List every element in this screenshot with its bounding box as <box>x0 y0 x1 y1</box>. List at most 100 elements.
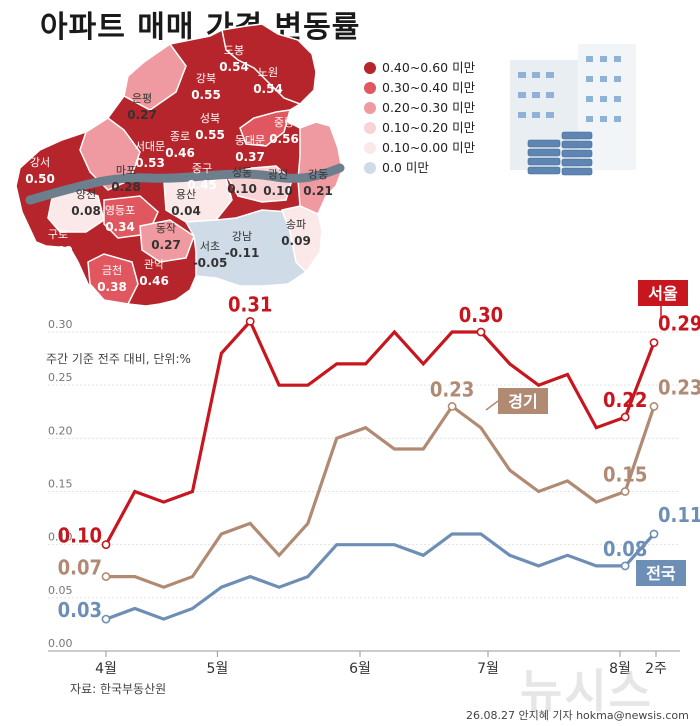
data-point-marker <box>447 402 457 411</box>
series-line-2 <box>105 532 656 621</box>
district-value: 0.27 <box>151 238 181 252</box>
y-tick-label: 0.10 <box>48 531 73 544</box>
data-point-marker <box>649 338 659 348</box>
legend-item: 0.30~0.40 미만 <box>364 78 475 98</box>
source-note: 자료: 한국부동산원 <box>70 682 167 696</box>
district-value: -0.11 <box>225 246 260 260</box>
x-tick-label: 5월 <box>206 661 228 677</box>
x-tick-label: 8월 <box>609 661 631 677</box>
chart-data-labels: 0.10 0.31 0.30 0.22 0.29 0.07 0.23 0.15 0.23 0.03… <box>58 280 700 622</box>
district-name: 강북 <box>196 72 216 85</box>
district-name: 금천 <box>102 263 122 277</box>
district-value: -0.05 <box>193 256 228 270</box>
data-point-marker <box>649 529 659 539</box>
district-name: 성북 <box>200 112 220 125</box>
district-value: 0.34 <box>105 220 135 234</box>
district-value: 0.55 <box>191 88 221 102</box>
legend-swatch <box>364 162 376 174</box>
district-name: 도봉 <box>224 44 244 57</box>
data-point-marker <box>649 402 659 411</box>
district-value: 0.10 <box>263 184 293 198</box>
series-line-1 <box>106 404 656 589</box>
data-point-marker <box>620 412 630 422</box>
series-name: 전국 <box>646 564 676 583</box>
district-name: 영등포 <box>105 204 135 217</box>
legend-label: 0.40~0.60 미만 <box>382 60 476 75</box>
district-value: 0.21 <box>303 184 333 198</box>
data-point-marker <box>620 487 630 496</box>
building-illustration <box>510 44 636 176</box>
district-value: 0.56 <box>269 132 299 146</box>
legend-swatch <box>364 142 376 154</box>
legend-swatch <box>364 82 376 94</box>
district-name: 은평 <box>132 92 152 105</box>
district-value: 0.37 <box>235 150 265 164</box>
district-value: 0.28 <box>111 180 141 194</box>
data-point-marker <box>101 614 111 624</box>
legend-item: 0.20~0.30 미만 <box>364 98 475 118</box>
data-label: 0.30 <box>459 303 503 327</box>
district-value: 0.10 <box>227 182 257 196</box>
district-name: 구로 <box>48 228 68 241</box>
legend-swatch <box>364 62 376 74</box>
district-value: 0.54 <box>253 82 283 96</box>
legend-label: 0.10~0.00 미만 <box>382 140 476 155</box>
legend-label: 0.30~0.40 미만 <box>382 80 476 95</box>
district-name: 서초 <box>200 240 220 253</box>
series-name-box <box>638 280 688 306</box>
district-value: 0.46 <box>139 274 169 288</box>
district-name: 양천 <box>76 187 96 201</box>
district-name: 노원 <box>258 66 278 79</box>
district-value: 0.49 <box>43 244 73 258</box>
district-name: 성동 <box>232 166 252 179</box>
y-tick-label: 0.25 <box>48 371 73 384</box>
y-tick-label: 0.20 <box>48 424 73 437</box>
map-legend: 0.40~0.60 미만 0.30~0.40 미만 0.20~0.30 미만 0… <box>364 58 475 178</box>
district-value: 0.55 <box>195 128 225 142</box>
data-point-marker <box>476 327 486 337</box>
x-tick-label: 7월 <box>477 661 499 677</box>
district-value: 0.09 <box>281 234 311 248</box>
district-name: 종로 <box>170 130 190 143</box>
x-tick-label: 4월 <box>95 661 117 677</box>
district-name: 관악 <box>144 258 164 271</box>
data-label: 0.07 <box>58 556 102 580</box>
data-point-marker <box>620 561 630 571</box>
y-tick-label: 0.30 <box>48 318 73 331</box>
series-name-connector <box>485 400 499 411</box>
series-name-box <box>498 388 548 414</box>
district-value: 0.54 <box>219 60 249 74</box>
district-value: 0.50 <box>25 172 55 186</box>
legend-item: 0.0 미만 <box>364 158 475 178</box>
data-label: 0.31 <box>228 292 272 316</box>
district-value: 0.53 <box>135 156 165 170</box>
x-tick-label: 2주 <box>645 661 667 677</box>
series-name-box <box>636 560 686 586</box>
chart-axes: 0.00 0.05 0.10 0.15 0.20 0.25 0.30 4월 5월 6월 7월 8월 2주 <box>48 318 680 677</box>
district-name: 광진 <box>268 168 288 181</box>
data-label: 0.08 <box>603 537 647 561</box>
district-name: 중랑 <box>274 116 294 129</box>
watermark-logo: 뉴시스 <box>520 664 653 718</box>
series-name: 경기 <box>508 392 537 411</box>
data-label: 0.10 <box>58 524 102 548</box>
district-value: 0.08 <box>71 204 101 218</box>
district-name: 동대문 <box>235 134 265 147</box>
data-point-marker <box>101 540 111 550</box>
district-name: 중구 <box>192 162 212 175</box>
district-name: 서대문 <box>135 140 165 153</box>
data-label: 0.23 <box>430 377 474 401</box>
data-label: 0.29 <box>658 312 700 336</box>
district-value: 0.45 <box>187 178 217 192</box>
legend-item: 0.10~0.00 미만 <box>364 138 475 158</box>
data-label: 0.22 <box>603 388 647 412</box>
district-value: 0.38 <box>97 280 127 294</box>
chart-series <box>101 316 659 624</box>
legend-item: 0.40~0.60 미만 <box>364 58 475 78</box>
legend-label: 0.10~0.20 미만 <box>382 120 476 135</box>
y-tick-label: 0.00 <box>48 637 73 650</box>
district-name: 송파 <box>286 218 306 231</box>
